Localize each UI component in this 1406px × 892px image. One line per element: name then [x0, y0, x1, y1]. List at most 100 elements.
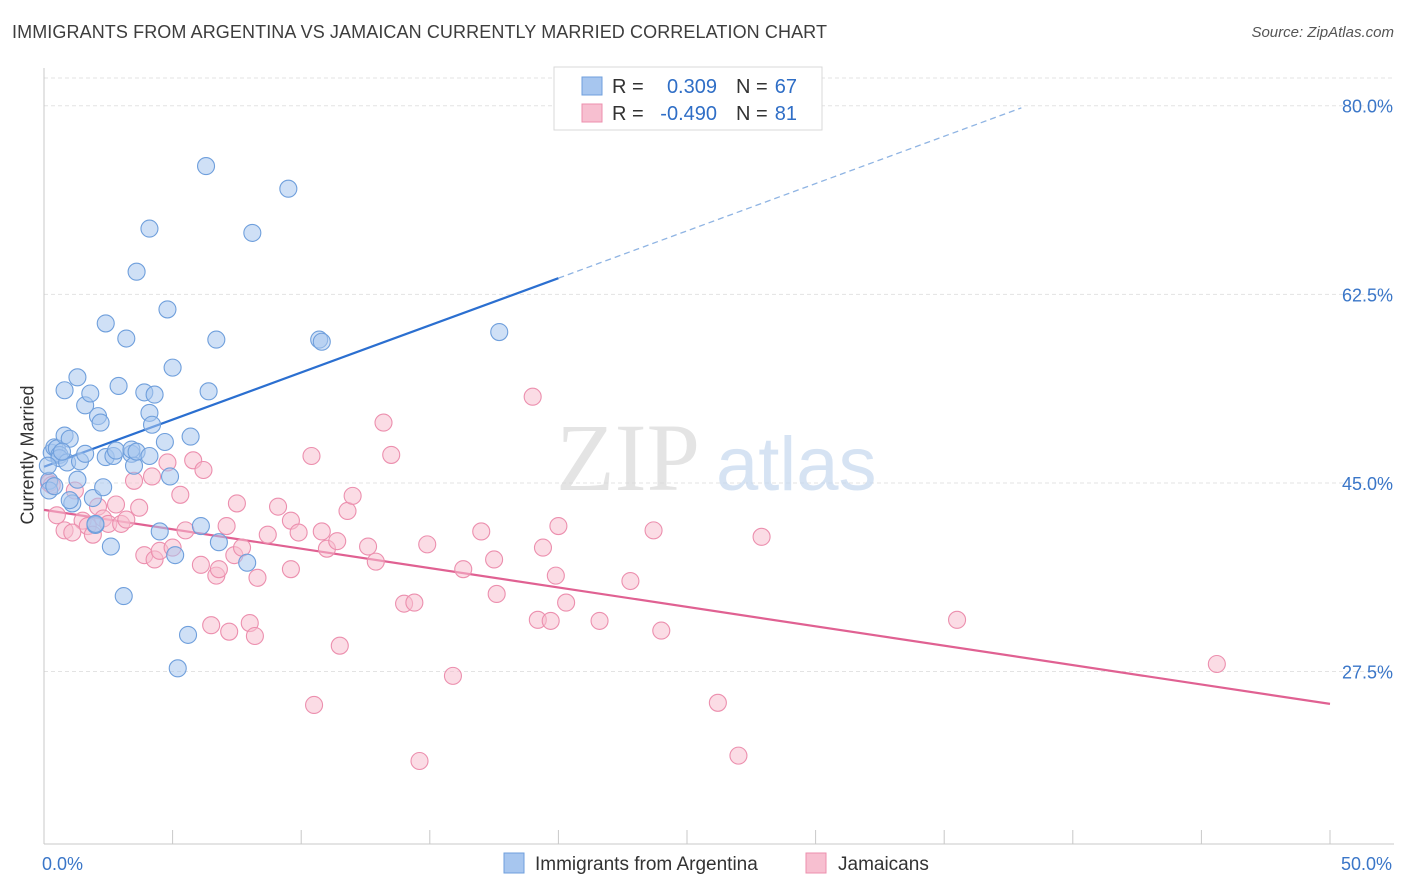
point-jamaica [485, 550, 504, 569]
point-jamaica [142, 467, 162, 486]
trend-line-argentina [43, 277, 559, 468]
point-jamaica [359, 537, 378, 556]
point-jamaica [374, 413, 393, 432]
trend-line-jamaica [43, 508, 1331, 705]
point-jamaica [410, 751, 429, 771]
point-argentina [142, 415, 162, 434]
point-argentina [238, 553, 257, 572]
legend-n-value-2: 81 [775, 103, 797, 125]
point-jamaica [472, 522, 491, 541]
point-jamaica [533, 538, 553, 557]
point-jamaica [487, 584, 506, 604]
point-argentina [109, 376, 128, 395]
point-argentina [81, 384, 100, 403]
point-jamaica [338, 501, 357, 521]
point-jamaica [232, 538, 252, 557]
point-jamaica [63, 523, 82, 542]
point-argentina [163, 358, 182, 377]
point-argentina [91, 413, 110, 432]
y-tick-label: 62.5% [1342, 285, 1393, 305]
point-argentina [52, 442, 72, 461]
point-jamaica [227, 494, 246, 513]
point-argentina [86, 514, 105, 533]
point-argentina [207, 330, 226, 349]
point-argentina [160, 467, 180, 486]
watermark: ZIP atlas [556, 404, 877, 511]
point-argentina [127, 262, 146, 281]
y-tick-label: 27.5% [1342, 663, 1393, 683]
point-argentina [196, 157, 216, 176]
point-jamaica [752, 527, 771, 546]
point-jamaica [305, 695, 324, 715]
point-argentina [38, 456, 57, 475]
point-jamaica [621, 571, 640, 591]
point-jamaica [176, 521, 195, 540]
point-argentina [243, 223, 262, 242]
point-argentina [168, 659, 187, 678]
point-jamaica [117, 510, 136, 529]
y-tick-labels: 80.0% 62.5% 45.0% 27.5% [1342, 97, 1393, 683]
grid-lines [44, 77, 1394, 673]
point-jamaica [281, 560, 300, 579]
point-jamaica [405, 593, 424, 612]
point-argentina [76, 444, 95, 463]
y-tick-label: 80.0% [1342, 97, 1393, 117]
trend-lines [43, 107, 1331, 705]
legend-swatch-argentina [581, 76, 603, 96]
point-jamaica [546, 566, 565, 585]
point-jamaica [708, 693, 727, 712]
point-jamaica [220, 622, 239, 641]
point-argentina [60, 491, 79, 510]
bottom-legend-swatch-argentina [503, 852, 525, 874]
point-jamaica [541, 611, 560, 630]
point-argentina [312, 332, 331, 351]
watermark-zip: ZIP [556, 404, 700, 511]
point-jamaica [171, 485, 190, 504]
point-argentina [158, 300, 177, 319]
point-argentina [106, 441, 126, 460]
point-argentina [140, 446, 159, 466]
point-jamaica [343, 486, 362, 505]
point-jamaica [418, 535, 437, 554]
point-jamaica [217, 517, 236, 536]
point-jamaica [124, 471, 144, 490]
x-tick-label: 0.0% [42, 854, 83, 874]
point-argentina [68, 470, 87, 489]
point-jamaica [202, 616, 221, 635]
point-argentina [101, 537, 120, 556]
legend-r-label-2: R = [612, 103, 644, 125]
point-argentina [178, 625, 198, 644]
point-argentina [94, 478, 113, 497]
point-jamaica [130, 498, 149, 517]
point-jamaica [590, 611, 609, 630]
point-jamaica [328, 532, 347, 551]
point-jamaica [209, 560, 228, 579]
point-jamaica [443, 666, 462, 685]
point-argentina [209, 533, 228, 552]
point-argentina [96, 314, 115, 333]
point-jamaica [191, 555, 210, 574]
point-argentina [181, 427, 200, 446]
legend-swatch-jamaica [581, 103, 603, 123]
point-jamaica [454, 560, 473, 579]
legend-n-label-2: N = [736, 103, 768, 125]
point-jamaica [269, 497, 288, 516]
legend-r-label-1: R = [612, 76, 644, 98]
trend-line-argentina-extension [558, 107, 1022, 279]
point-jamaica [652, 621, 671, 640]
legend-n-label-1: N = [736, 76, 768, 98]
point-argentina [279, 179, 298, 198]
data-points [38, 157, 1226, 771]
point-jamaica [289, 523, 308, 542]
legend-n-value-1: 67 [775, 76, 797, 98]
x-tick-label: 50.0% [1341, 854, 1392, 874]
point-jamaica [948, 610, 967, 629]
point-argentina [155, 432, 174, 452]
point-jamaica [644, 521, 663, 540]
point-jamaica [1207, 654, 1226, 674]
bottom-legend-swatch-jamaica [805, 852, 827, 874]
point-jamaica [302, 446, 321, 466]
point-argentina [145, 385, 164, 404]
point-jamaica [557, 593, 576, 612]
